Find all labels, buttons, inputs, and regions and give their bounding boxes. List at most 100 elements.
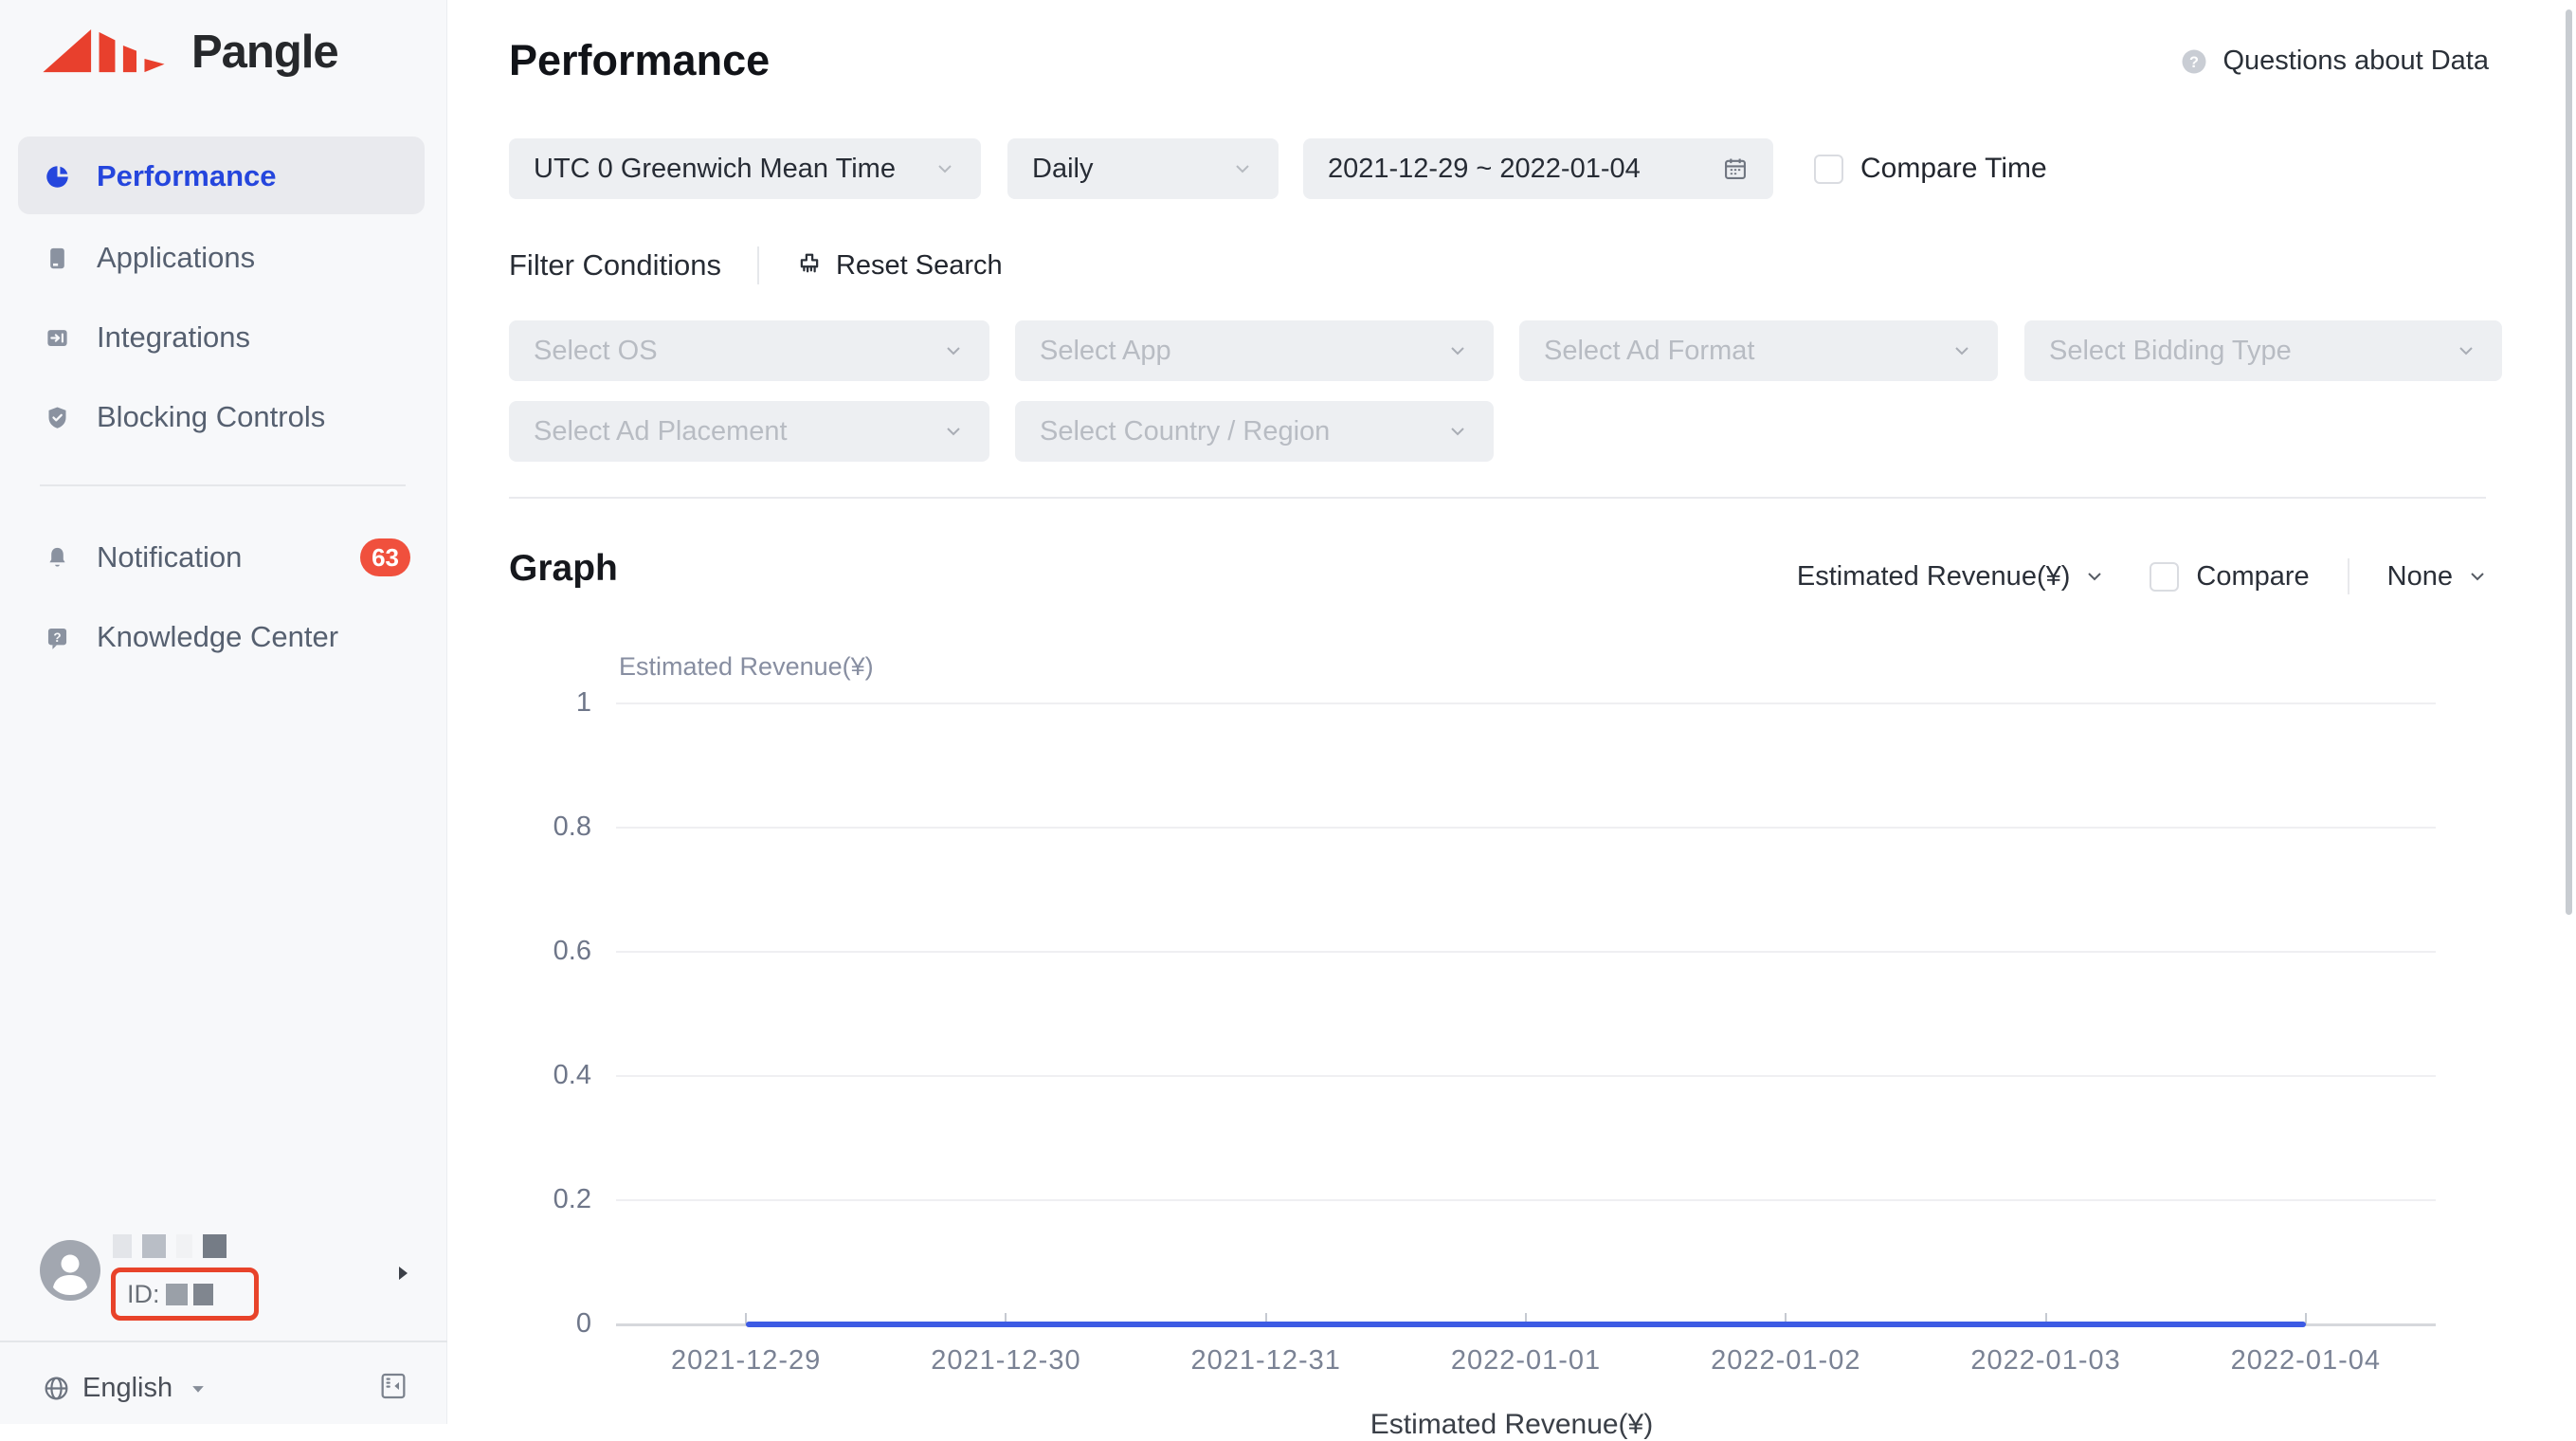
x-axis-tick-label: 2022-01-02 xyxy=(1711,1345,1861,1376)
sidebar-item-applications[interactable]: Applications xyxy=(0,218,447,298)
chevron-down-icon xyxy=(1950,339,1973,362)
page-title: Performance xyxy=(509,36,771,84)
date-range-picker[interactable]: 2021-12-29 ~ 2022-01-04 xyxy=(1303,138,1773,199)
user-name-redacted xyxy=(113,1234,227,1258)
metric-select[interactable]: Estimated Revenue(¥) xyxy=(1796,560,2071,592)
sidebar-item-blocking-controls[interactable]: Blocking Controls xyxy=(0,377,447,457)
shield-check-icon xyxy=(45,405,70,430)
sidebar-item-integrations[interactable]: Integrations xyxy=(0,298,447,377)
pangle-logo[interactable]: Pangle xyxy=(36,23,339,82)
sidebar: Pangle Performance Applications Integ xyxy=(0,0,447,1424)
compare-time-checkbox[interactable] xyxy=(1814,154,1843,184)
y-axis-title: Estimated Revenue(¥) xyxy=(619,652,874,681)
chart-legend: Estimated Revenue(¥) xyxy=(1370,1409,1654,1440)
x-axis-tick-label: 2021-12-31 xyxy=(1190,1345,1341,1376)
language-label: English xyxy=(82,1373,173,1403)
user-id-label: ID: xyxy=(127,1279,160,1308)
chevron-down-icon[interactable] xyxy=(2083,565,2106,588)
x-axis-tick-label: 2022-01-04 xyxy=(2230,1345,2382,1376)
collapse-sidebar-icon[interactable] xyxy=(378,1371,408,1401)
chevron-down-icon xyxy=(2455,339,2477,362)
granularity-select[interactable]: Daily xyxy=(1007,138,1279,199)
compare-checkbox[interactable] xyxy=(2150,561,2180,592)
y-axis-tick-label: 0.2 xyxy=(553,1184,591,1214)
chevron-down-icon xyxy=(934,157,956,180)
chevron-down-icon xyxy=(942,339,965,362)
vertical-divider xyxy=(2347,558,2349,594)
svg-text:?: ? xyxy=(2190,53,2200,70)
pangle-logo-icon xyxy=(43,29,165,73)
user-avatar[interactable] xyxy=(40,1240,100,1301)
filter-conditions-label: Filter Conditions xyxy=(509,248,721,282)
notification-count-badge: 63 xyxy=(360,538,410,576)
vertical-scrollbar-thumb[interactable] xyxy=(2566,9,2572,915)
x-axis-tick-label: 2021-12-30 xyxy=(931,1345,1081,1376)
user-id-redacted xyxy=(165,1283,188,1305)
x-axis-tick-label: 2022-01-03 xyxy=(1970,1345,2121,1376)
sidebar-item-knowledge-center[interactable]: ? Knowledge Center xyxy=(0,597,447,677)
sidebar-item-label: Integrations xyxy=(97,320,250,354)
help-bubble-icon: ? xyxy=(45,625,70,650)
sidebar-item-label: Knowledge Center xyxy=(97,620,339,653)
section-divider xyxy=(509,497,2486,499)
svg-text:?: ? xyxy=(53,629,61,644)
sidebar-divider xyxy=(40,484,406,486)
bell-icon xyxy=(45,545,70,571)
select-ad-format[interactable]: Select Ad Format xyxy=(1519,320,1998,381)
brush-icon xyxy=(800,253,819,273)
x-axis-tick-label: 2021-12-29 xyxy=(670,1345,822,1376)
main-content: Performance ? Questions about Data UTC 0… xyxy=(447,0,2576,1440)
caret-down-icon xyxy=(189,1379,208,1398)
language-selector[interactable]: English xyxy=(43,1373,208,1404)
timezone-select[interactable]: UTC 0 Greenwich Mean Time xyxy=(509,138,981,199)
chevron-down-icon xyxy=(1446,339,1469,362)
series-line xyxy=(746,1322,2306,1327)
vertical-divider xyxy=(756,246,759,284)
compare-label: Compare xyxy=(2196,560,2310,592)
sidebar-item-label: Notification xyxy=(97,540,243,574)
gridline xyxy=(616,702,2436,704)
pie-chart-icon xyxy=(45,164,70,190)
gridline xyxy=(616,1323,2436,1326)
expand-user-panel-arrow-icon[interactable] xyxy=(391,1262,414,1285)
id-redaction-highlight: ID: xyxy=(111,1268,259,1321)
chevron-down-icon xyxy=(1231,157,1254,180)
x-axis-tick xyxy=(2304,1313,2307,1325)
x-axis-tick xyxy=(1264,1313,1267,1325)
gridline xyxy=(616,1199,2436,1201)
select-country-region[interactable]: Select Country / Region xyxy=(1015,401,1494,462)
sidebar-item-label: Applications xyxy=(97,241,256,274)
integrations-icon xyxy=(45,325,70,351)
sidebar-item-label: Performance xyxy=(97,159,277,192)
x-axis-tick xyxy=(1005,1313,1007,1325)
sidebar-item-notification[interactable]: Notification 63 xyxy=(0,518,447,597)
y-axis-tick-label: 0.6 xyxy=(553,936,591,966)
applications-icon xyxy=(45,246,70,271)
logo-text: Pangle xyxy=(191,27,339,78)
graph-controls: Estimated Revenue(¥) Compare None xyxy=(1797,556,2489,597)
sidebar-item-label: Blocking Controls xyxy=(97,400,326,433)
revenue-line-chart: Estimated Revenue(¥) Estimated Revenue(¥… xyxy=(447,0,2576,1440)
reset-search-button[interactable]: Reset Search xyxy=(795,250,1003,282)
overlay-dimension-select[interactable]: None xyxy=(2386,560,2453,592)
select-app[interactable]: Select App xyxy=(1015,320,1494,381)
select-ad-placement[interactable]: Select Ad Placement xyxy=(509,401,989,462)
chevron-down-icon[interactable] xyxy=(2466,565,2489,588)
select-bidding-type[interactable]: Select Bidding Type xyxy=(2024,320,2502,381)
select-os[interactable]: Select OS xyxy=(509,320,989,381)
y-axis-tick-label: 1 xyxy=(575,687,591,718)
graph-section-title: Graph xyxy=(509,548,618,589)
chevron-down-icon xyxy=(942,420,965,443)
compare-time-option: Compare Time xyxy=(1814,138,2047,199)
x-axis-tick xyxy=(1785,1313,1787,1325)
globe-icon xyxy=(43,1375,70,1402)
x-axis-tick xyxy=(745,1313,748,1325)
y-axis-tick-label: 0.4 xyxy=(553,1060,591,1090)
x-axis-tick xyxy=(1525,1313,1527,1325)
sidebar-footer xyxy=(0,1341,447,1424)
questions-about-data-link[interactable]: ? Questions about Data xyxy=(2180,46,2489,77)
calendar-icon xyxy=(1722,155,1749,182)
active-nav-highlight xyxy=(18,137,425,214)
sidebar-item-performance[interactable]: Performance xyxy=(0,137,447,216)
question-circle-icon: ? xyxy=(2180,47,2208,76)
